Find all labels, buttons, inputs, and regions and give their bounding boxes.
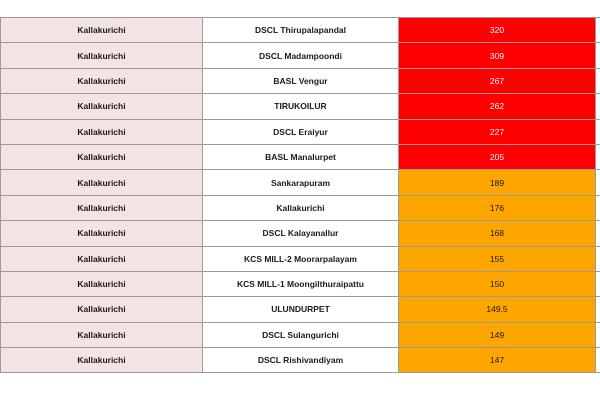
row-tail	[596, 297, 600, 322]
rainfall-value-cell: 150	[399, 271, 596, 297]
table-row: Kallakurichi DSCL Madampoondi 309	[0, 43, 600, 69]
district-cell: Kallakurichi	[0, 322, 203, 348]
table-row: Kallakurichi Kallakurichi 176	[0, 195, 600, 222]
table-row: Kallakurichi KCS MILL-2 Moorarpalayam 155	[0, 246, 600, 272]
row-tail	[596, 221, 600, 246]
district-cell: Kallakurichi	[0, 170, 203, 195]
station-cell: DSCL Eraiyur	[203, 119, 399, 144]
district-cell: Kallakurichi	[0, 18, 203, 43]
table-row: Kallakurichi DSCL Eraiyur 227	[0, 119, 600, 145]
table-row: Kallakurichi DSCL Sulangurichi 149	[0, 322, 600, 349]
table-row: Kallakurichi DSCL Kalayanallur 168	[0, 221, 600, 247]
row-tail	[596, 322, 600, 348]
table-row: Kallakurichi BASL Vengur 267	[0, 68, 600, 95]
table-row: Kallakurichi DSCL Rishivandiyam 147	[0, 348, 600, 374]
table-row: Kallakurichi KCS MILL-1 Moongilthuraipatt…	[0, 271, 600, 298]
row-tail	[596, 94, 600, 119]
district-cell: Kallakurichi	[0, 221, 203, 246]
rainfall-value-cell: 155	[399, 246, 596, 271]
row-tail	[596, 348, 600, 373]
rainfall-value-cell: 205	[399, 144, 596, 170]
row-tail	[596, 144, 600, 170]
station-cell: DSCL Sulangurichi	[203, 322, 399, 348]
rainfall-value-cell: 176	[399, 195, 596, 221]
rainfall-table: Kallakurichi DSCL Thirupalapandal 320 Kalla…	[0, 17, 600, 374]
district-cell: Kallakurichi	[0, 195, 203, 221]
row-tail	[596, 18, 600, 43]
station-cell: DSCL Thirupalapandal	[203, 18, 399, 43]
station-cell: DSCL Rishivandiyam	[203, 348, 399, 373]
table-row: Kallakurichi Sankarapuram 189	[0, 170, 600, 196]
district-cell: Kallakurichi	[0, 348, 203, 373]
district-cell: Kallakurichi	[0, 43, 203, 68]
station-cell: KCS MILL-1 Moongilthuraipattu	[203, 271, 399, 297]
row-tail	[596, 170, 600, 195]
station-cell: BASL Manalurpet	[203, 144, 399, 170]
station-cell: Kallakurichi	[203, 195, 399, 221]
district-cell: Kallakurichi	[0, 271, 203, 297]
rainfall-value-cell: 309	[399, 43, 596, 68]
district-cell: Kallakurichi	[0, 119, 203, 144]
table-row: Kallakurichi DSCL Thirupalapandal 320	[0, 18, 600, 44]
rainfall-value-cell: 147	[399, 348, 596, 373]
station-cell: ULUNDURPET	[203, 297, 399, 322]
station-cell: DSCL Kalayanallur	[203, 221, 399, 246]
rainfall-value-cell: 267	[399, 68, 596, 94]
table-row: Kallakurichi BASL Manalurpet 205	[0, 144, 600, 171]
rainfall-value-cell: 189	[399, 170, 596, 195]
district-cell: Kallakurichi	[0, 94, 203, 119]
district-cell: Kallakurichi	[0, 297, 203, 322]
rainfall-value-cell: 168	[399, 221, 596, 246]
station-cell: DSCL Madampoondi	[203, 43, 399, 68]
station-cell: TIRUKOILUR	[203, 94, 399, 119]
row-tail	[596, 195, 600, 221]
district-cell: Kallakurichi	[0, 68, 203, 94]
rainfall-value-cell: 262	[399, 94, 596, 119]
district-cell: Kallakurichi	[0, 246, 203, 271]
row-tail	[596, 119, 600, 144]
rainfall-value-cell: 320	[399, 18, 596, 43]
station-cell: BASL Vengur	[203, 68, 399, 94]
row-tail	[596, 68, 600, 94]
row-tail	[596, 271, 600, 297]
row-tail	[596, 246, 600, 271]
table-row: Kallakurichi ULUNDURPET 149.5	[0, 297, 600, 323]
rainfall-value-cell: 149	[399, 322, 596, 348]
station-cell: KCS MILL-2 Moorarpalayam	[203, 246, 399, 271]
table-row: Kallakurichi TIRUKOILUR 262	[0, 94, 600, 120]
station-cell: Sankarapuram	[203, 170, 399, 195]
district-cell: Kallakurichi	[0, 144, 203, 170]
rainfall-value-cell: 227	[399, 119, 596, 144]
row-tail	[596, 43, 600, 68]
rainfall-value-cell: 149.5	[399, 297, 596, 322]
